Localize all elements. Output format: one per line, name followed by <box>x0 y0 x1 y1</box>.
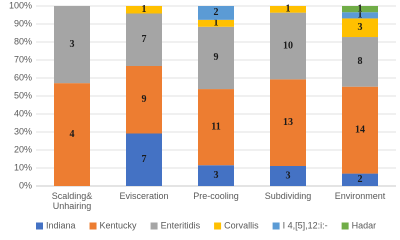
bar-segment <box>270 79 306 166</box>
data-label: 1 <box>142 4 147 15</box>
y-tick-label: 70% <box>14 54 32 64</box>
data-label: 11 <box>211 121 220 132</box>
bar-segment <box>126 133 162 186</box>
bar-segment <box>198 165 234 186</box>
bar-segment <box>342 6 378 13</box>
data-label: 2 <box>358 174 363 185</box>
data-label: 3 <box>70 39 75 50</box>
legend-swatch <box>272 222 280 230</box>
y-tick-label: 80% <box>14 36 32 46</box>
data-label: 1 <box>286 4 291 15</box>
legend-label: Enteritidis <box>161 220 201 230</box>
bar-segment <box>342 12 378 19</box>
bar-segment <box>270 166 306 186</box>
y-tick-label: 90% <box>14 18 32 28</box>
bar-segment <box>54 83 90 186</box>
bar-segment <box>342 37 378 87</box>
chart-svg: 0%10%20%30%40%50%60%70%80%90%100%4379713… <box>9 0 396 230</box>
bar-segment <box>270 6 306 13</box>
y-tick-label: 60% <box>14 72 32 82</box>
data-label: 4 <box>70 129 75 140</box>
legend-swatch <box>89 222 97 230</box>
bar-segment <box>342 18 378 38</box>
legend-label: Indiana <box>46 220 76 230</box>
data-label: 7 <box>142 34 147 45</box>
bar-segment <box>198 26 234 90</box>
data-label: 9 <box>142 94 147 105</box>
bar-segment <box>342 86 378 174</box>
x-tick-label: Scalding& Unhairing <box>51 191 93 211</box>
data-label: 9 <box>214 52 219 63</box>
legend-swatch <box>341 222 349 230</box>
y-tick-label: 50% <box>14 90 32 100</box>
legend-swatch <box>214 222 222 230</box>
data-label: 1 <box>358 3 363 14</box>
y-tick-label: 20% <box>14 144 32 154</box>
legend-swatch <box>36 222 43 230</box>
y-tick-label: 30% <box>14 126 32 136</box>
legend-label: Corvallis <box>224 220 259 230</box>
bar-segment <box>198 89 234 166</box>
y-tick-label: 100% <box>9 0 32 10</box>
data-label: 1 <box>214 18 219 29</box>
bar-segment <box>198 6 234 20</box>
legend-label: I 4,[5],12:i:- <box>283 220 328 230</box>
y-tick-label: 40% <box>14 108 32 118</box>
bar-segment <box>126 66 162 134</box>
x-tick-label: Environment <box>334 191 386 201</box>
data-label: 13 <box>283 117 293 128</box>
y-tick-label: 10% <box>14 162 32 172</box>
chart: 0% 10% 20% 30% 40% 50% 60% 70% 80% 90% 100% 4 3 7 9 7 1 3… <box>8 0 396 231</box>
data-label: 10 <box>283 40 293 51</box>
data-label: 1 <box>358 10 363 21</box>
legend-swatch <box>150 222 158 230</box>
bar-segment <box>198 19 234 27</box>
y-tick-label: 0% <box>19 180 32 190</box>
data-label: 14 <box>355 124 365 135</box>
data-label: 2 <box>214 7 219 18</box>
legend-label: Kentucky <box>100 220 138 230</box>
data-label: 3 <box>358 22 363 33</box>
bar-segment <box>342 173 378 186</box>
x-tick-label: Evisceration <box>119 191 169 201</box>
bar-segment <box>270 12 306 80</box>
data-label: 3 <box>214 170 219 181</box>
legend-label: Hadar <box>352 220 377 230</box>
x-tick-label: Pre-cooling <box>193 191 239 201</box>
x-tick-label: Subdividing <box>264 191 312 201</box>
data-label: 3 <box>286 170 291 181</box>
bar-segment <box>126 13 162 66</box>
bar-segment <box>54 6 90 84</box>
data-label: 8 <box>358 56 363 67</box>
bar-segment <box>126 6 162 14</box>
data-label: 7 <box>142 154 147 165</box>
